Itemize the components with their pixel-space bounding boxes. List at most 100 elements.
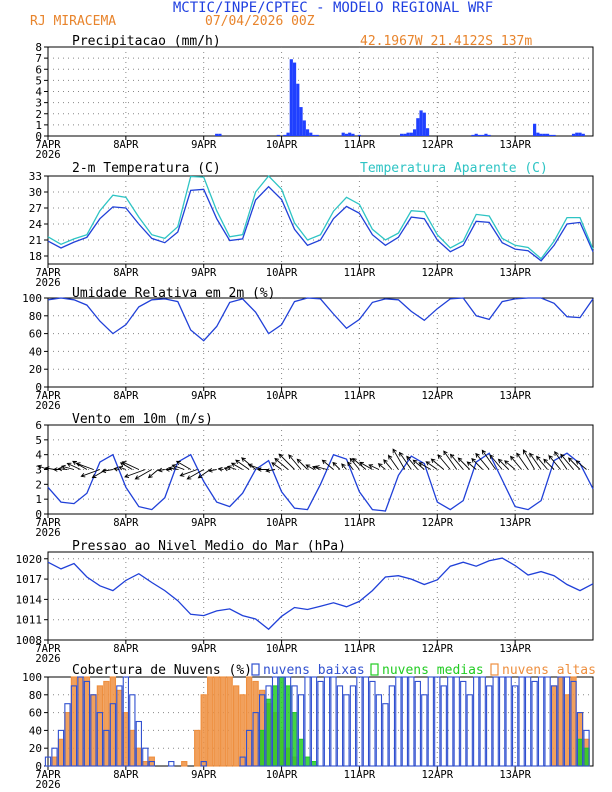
- y-tick-label: 60: [29, 328, 42, 341]
- precip-bar: [289, 59, 293, 136]
- precip-bar: [406, 132, 410, 136]
- wind-arrow: [271, 462, 282, 470]
- x-year-label: 2026: [35, 653, 60, 665]
- y-tick-label: 4: [35, 449, 42, 462]
- precip-bar: [552, 134, 556, 136]
- cloud-bar-low: [271, 676, 279, 767]
- precip-bar: [218, 133, 222, 136]
- x-tick-label: 11APR: [344, 643, 376, 655]
- cloud-bar-low: [557, 676, 564, 767]
- precip-bar: [545, 133, 550, 136]
- y-tick-label: 1: [35, 493, 42, 506]
- cloud-bar-high: [220, 676, 227, 767]
- cloud-bar-low: [310, 676, 318, 767]
- cloud-bar-high: [57, 738, 65, 767]
- cloud-bar-low: [245, 729, 253, 767]
- precip-bar: [283, 134, 287, 136]
- precip-bar: [296, 83, 300, 136]
- cloud-bar-low: [90, 694, 97, 767]
- wind-arrow: [352, 457, 367, 470]
- wind-arrow: [497, 458, 509, 470]
- cloud-bar-low: [44, 756, 52, 767]
- x-tick-label: 13APR: [499, 643, 531, 655]
- cloud-bar-high: [207, 676, 214, 767]
- precip-bar: [302, 120, 306, 136]
- precip-bar: [416, 118, 420, 136]
- x-tick-label: 13APR: [499, 139, 531, 151]
- cloud-bar-high: [226, 676, 233, 767]
- wind-arrow: [489, 454, 503, 470]
- wind-arrow: [223, 466, 230, 472]
- cloud-bar-low: [252, 712, 259, 767]
- wind-arrow: [529, 452, 542, 470]
- cloud-bar-high: [122, 712, 130, 767]
- cloud-bar-high: [194, 729, 201, 767]
- wind-arrow: [207, 468, 217, 473]
- cloud-bar-mid: [271, 685, 279, 767]
- cloud-bar-high: [135, 747, 142, 767]
- cloud-bar-low: [479, 676, 486, 767]
- cloud-bar-low: [336, 685, 344, 767]
- wind-arrow: [167, 466, 178, 471]
- panel-precipitation: Precipitacao (mm/h) 42.1967W 21.4122S 13…: [35, 34, 594, 161]
- precip-bar: [409, 132, 413, 136]
- plot-area: 7APR 8APR 9APR 10APR 11APR 12APR 13APR 2026 18 21…: [29, 170, 594, 289]
- wind-arrow: [430, 458, 445, 470]
- x-tick-label: 8APR: [113, 643, 139, 655]
- wind-arrow: [383, 459, 393, 470]
- cloud-bar-high: [116, 689, 123, 767]
- x-year-label: 2026: [35, 400, 60, 412]
- precip-bar: [312, 134, 316, 136]
- cloud-bar-high: [83, 676, 91, 767]
- precip-bar: [578, 132, 582, 136]
- cloud-bar-low: [583, 729, 590, 767]
- x-tick-label: 9APR: [191, 390, 217, 402]
- x-tick-label: 12APR: [421, 769, 453, 781]
- x-tick-label: 12APR: [421, 643, 453, 655]
- header-title: MCTIC/INPE/CPTEC - MODELO REGIONAL WRF: [173, 0, 493, 16]
- header: MCTIC/INPE/CPTEC - MODELO REGIONAL WRF R…: [30, 0, 493, 29]
- x-tick-label: 10APR: [266, 139, 298, 151]
- cloud-bar-mid: [576, 738, 584, 767]
- wind-arrow: [392, 448, 406, 470]
- precip-bar: [351, 133, 355, 136]
- x-tick-label: 10APR: [266, 267, 298, 279]
- header-run: 07/04/2026 00Z: [205, 14, 315, 29]
- wind-arrow: [134, 469, 153, 480]
- precip-bar: [571, 133, 576, 136]
- cloud-bar-mid: [291, 712, 298, 767]
- cloud-bar-low: [460, 680, 467, 767]
- precip-bar: [341, 132, 345, 136]
- wind-arrow: [288, 454, 302, 470]
- cloud-bar-low: [297, 694, 305, 767]
- wind-arrow: [121, 461, 140, 470]
- cloud-bar-mid: [258, 729, 266, 767]
- legend-swatch-high: [490, 663, 499, 676]
- y-tick-label: 1008: [16, 634, 43, 647]
- y-tick-label: 1: [35, 119, 42, 132]
- y-tick-label: 4: [35, 86, 42, 99]
- cloud-bar-high: [64, 712, 71, 767]
- wind-arrow: [75, 462, 94, 470]
- cloud-bar-mid: [265, 698, 272, 767]
- precip-bar: [549, 134, 553, 136]
- y-tick-label: 0: [35, 760, 42, 773]
- wind-arrow: [377, 463, 386, 470]
- cloud-bar-low: [447, 676, 454, 767]
- cloud-bar-high: [233, 685, 240, 767]
- cloud-bar-low: [142, 747, 149, 767]
- y-tick-label: 2: [35, 478, 42, 491]
- x-tick-label: 12APR: [421, 517, 453, 529]
- cloud-bar-low: [505, 676, 512, 767]
- series-line: [47, 557, 594, 631]
- y-tick-label: 0: [35, 381, 42, 394]
- cloud-bar-low: [440, 685, 447, 767]
- x-tick-label: 8APR: [113, 390, 139, 402]
- precip-bar: [419, 110, 423, 136]
- cloud-bar-high: [563, 694, 571, 767]
- cloud-bar-mid: [297, 738, 305, 767]
- wind-arrow: [118, 465, 127, 471]
- cloud-bar-low: [531, 680, 538, 767]
- precip-bar: [357, 134, 362, 136]
- x-year-label: 2026: [35, 779, 60, 791]
